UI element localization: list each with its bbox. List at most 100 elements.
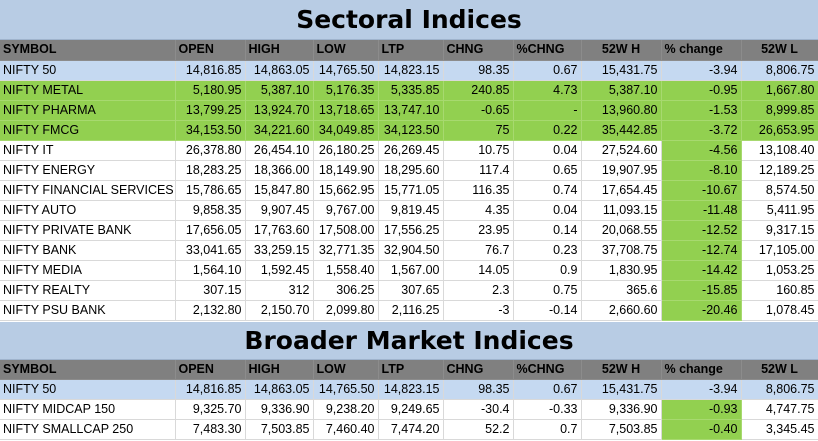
- index-symbol: NIFTY METAL: [0, 80, 176, 101]
- cell-h52: 365.6: [581, 280, 662, 301]
- cell-low: 18,149.90: [313, 160, 379, 181]
- index-symbol: NIFTY PHARMA: [0, 100, 176, 121]
- cell-h52: 2,660.60: [581, 300, 662, 321]
- cell-l52: 26,653.95: [741, 120, 818, 141]
- cell-high: 18,366.00: [245, 160, 314, 181]
- cell-l52: 1,053.25: [741, 260, 818, 281]
- cell-h52: 13,960.80: [581, 100, 662, 121]
- cell-ltp: 7,474.20: [378, 419, 444, 440]
- column-header: 52W H: [581, 40, 662, 61]
- cell-chng: 240.85: [443, 80, 514, 101]
- cell-l52: 12,189.25: [741, 160, 818, 181]
- cell-h52: 11,093.15: [581, 200, 662, 221]
- cell-open: 14,816.85: [175, 60, 246, 81]
- cell-ltp: 9,249.65: [378, 399, 444, 420]
- cell-ltp: 15,771.05: [378, 180, 444, 201]
- cell-l52: 8,574.50: [741, 180, 818, 201]
- cell-ltp: 32,904.50: [378, 240, 444, 261]
- cell-l52: 8,806.75: [741, 60, 818, 81]
- column-header: OPEN: [175, 359, 246, 380]
- cell-ltp: 5,335.85: [378, 80, 444, 101]
- cell-ltp: 34,123.50: [378, 120, 444, 141]
- cell-pchng: -: [513, 100, 582, 121]
- column-header: HIGH: [245, 359, 314, 380]
- cell-ltp: 18,295.60: [378, 160, 444, 181]
- column-header: % change: [661, 359, 742, 380]
- cell-high: 34,221.60: [245, 120, 314, 141]
- cell-ltp: 9,819.45: [378, 200, 444, 221]
- column-header: LTP: [378, 40, 444, 61]
- cell-h52: 17,654.45: [581, 180, 662, 201]
- cell-chng: 23.95: [443, 220, 514, 241]
- cell-l52: 3,345.45: [741, 419, 818, 440]
- cell-high: 33,259.15: [245, 240, 314, 261]
- cell-pchange: -12.74: [661, 240, 742, 261]
- cell-low: 9,767.00: [313, 200, 379, 221]
- column-header: HIGH: [245, 40, 314, 61]
- index-symbol: NIFTY BANK: [0, 240, 176, 261]
- index-symbol: NIFTY FMCG: [0, 120, 176, 141]
- cell-ltp: 1,567.00: [378, 260, 444, 281]
- cell-pchng: 0.22: [513, 120, 582, 141]
- cell-pchange: -3.72: [661, 120, 742, 141]
- cell-l52: 8,806.75: [741, 379, 818, 400]
- cell-l52: 4,747.75: [741, 399, 818, 420]
- cell-open: 34,153.50: [175, 120, 246, 141]
- cell-high: 14,863.05: [245, 60, 314, 81]
- cell-low: 34,049.85: [313, 120, 379, 141]
- cell-h52: 1,830.95: [581, 260, 662, 281]
- table-row: NIFTY IT 26,378.80 26,454.10 26,180.25 26,26…: [0, 140, 818, 161]
- cell-pchng: 0.75: [513, 280, 582, 301]
- sectoral-header-row: SYMBOL OPEN HIGH LOW LTP CHNG %CHNG 52W H% chan…: [0, 40, 818, 61]
- sectoral-title: Sectoral Indices: [0, 0, 818, 40]
- cell-low: 32,771.35: [313, 240, 379, 261]
- cell-open: 17,656.05: [175, 220, 246, 241]
- table-row: NIFTY FINANCIAL SERVICES 15,786.65 15,847.…: [0, 180, 818, 201]
- table-row: NIFTY PHARMA 13,799.25 13,924.70 13,718.65 1…: [0, 100, 818, 121]
- cell-h52: 37,708.75: [581, 240, 662, 261]
- index-symbol: NIFTY REALTY: [0, 280, 176, 301]
- cell-high: 15,847.80: [245, 180, 314, 201]
- column-header: 52W H: [581, 359, 662, 380]
- cell-open: 18,283.25: [175, 160, 246, 181]
- column-header: 52W L: [741, 40, 818, 61]
- cell-h52: 27,524.60: [581, 140, 662, 161]
- sectoral-table: SYMBOL OPEN HIGH LOW LTP CHNG %CHNG 52W H% chan…: [0, 40, 818, 321]
- table-row: NIFTY 50 14,816.85 14,863.05 14,765.50 14,82…: [0, 60, 818, 81]
- cell-high: 7,503.85: [245, 419, 314, 440]
- broader-table: SYMBOL OPEN HIGH LOW LTP CHNG %CHNG 52W H% chan…: [0, 359, 818, 440]
- cell-pchng: 0.67: [513, 379, 582, 400]
- cell-chng: 4.35: [443, 200, 514, 221]
- cell-low: 26,180.25: [313, 140, 379, 161]
- cell-open: 33,041.65: [175, 240, 246, 261]
- cell-h52: 15,431.75: [581, 379, 662, 400]
- cell-low: 14,765.50: [313, 60, 379, 81]
- cell-low: 14,765.50: [313, 379, 379, 400]
- cell-low: 1,558.40: [313, 260, 379, 281]
- cell-l52: 17,105.00: [741, 240, 818, 261]
- cell-low: 5,176.35: [313, 80, 379, 101]
- index-symbol: NIFTY PSU BANK: [0, 300, 176, 321]
- cell-pchange: -20.46: [661, 300, 742, 321]
- cell-chng: 98.35: [443, 60, 514, 81]
- cell-pchange: -3.94: [661, 60, 742, 81]
- cell-pchange: -0.40: [661, 419, 742, 440]
- cell-l52: 1,078.45: [741, 300, 818, 321]
- cell-open: 1,564.10: [175, 260, 246, 281]
- cell-pchng: 0.14: [513, 220, 582, 241]
- cell-chng: 98.35: [443, 379, 514, 400]
- cell-h52: 5,387.10: [581, 80, 662, 101]
- cell-pchange: -14.42: [661, 260, 742, 281]
- cell-chng: -0.65: [443, 100, 514, 121]
- cell-pchange: -4.56: [661, 140, 742, 161]
- index-symbol: NIFTY 50: [0, 379, 176, 400]
- cell-h52: 20,068.55: [581, 220, 662, 241]
- cell-pchng: 0.74: [513, 180, 582, 201]
- cell-low: 15,662.95: [313, 180, 379, 201]
- cell-ltp: 17,556.25: [378, 220, 444, 241]
- cell-h52: 19,907.95: [581, 160, 662, 181]
- cell-pchng: 4.73: [513, 80, 582, 101]
- cell-chng: -30.4: [443, 399, 514, 420]
- cell-high: 17,763.60: [245, 220, 314, 241]
- cell-pchange: -3.94: [661, 379, 742, 400]
